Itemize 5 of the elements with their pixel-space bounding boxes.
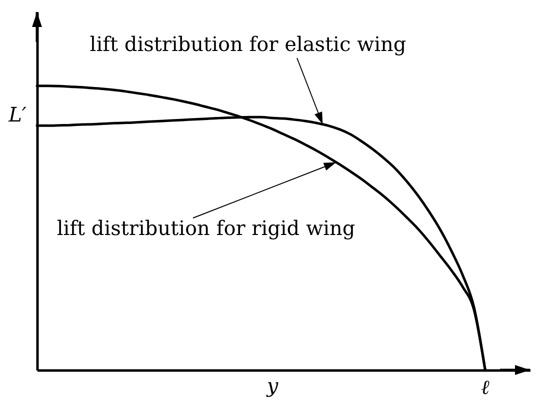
text: lift distribution for elastic wing xyxy=(90,32,406,56)
y-axis-title: L′ xyxy=(8,102,27,126)
annotation: lift distribution for rigid wing xyxy=(56,216,356,240)
text: ℓ xyxy=(481,375,490,399)
x-axis-title: y xyxy=(266,374,279,398)
